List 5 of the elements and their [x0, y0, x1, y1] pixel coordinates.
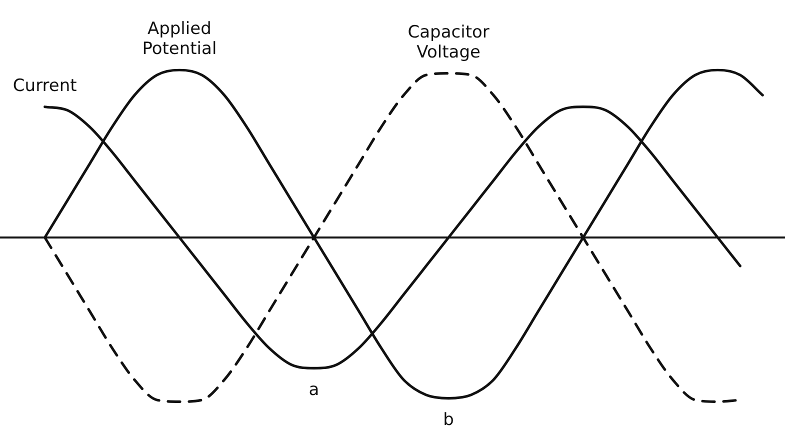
annotation: b — [443, 410, 454, 430]
series-label: Current — [12, 76, 78, 96]
series-label: Applied Potential — [142, 18, 217, 59]
series-label: Capacitor Voltage — [408, 22, 490, 62]
annotation: a — [308, 380, 320, 400]
